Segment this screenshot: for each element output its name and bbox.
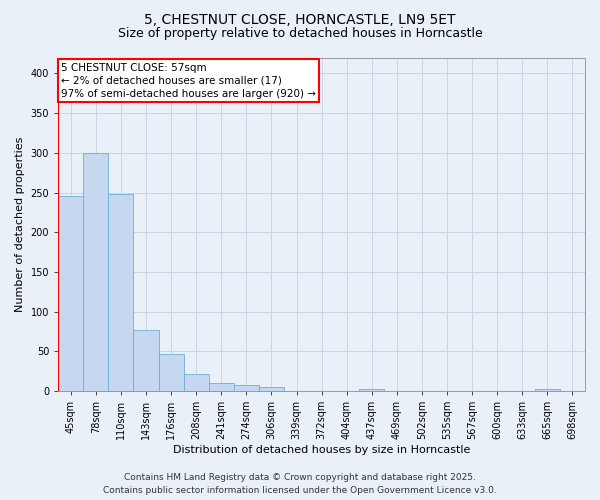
Bar [234,384,259,391]
Bar [535,390,560,391]
Y-axis label: Number of detached properties: Number of detached properties [15,136,25,312]
Bar [83,153,109,391]
Bar [109,194,133,391]
Text: 5 CHESTNUT CLOSE: 57sqm
← 2% of detached houses are smaller (17)
97% of semi-det: 5 CHESTNUT CLOSE: 57sqm ← 2% of detached… [61,62,316,99]
Bar [209,383,234,391]
Text: Contains HM Land Registry data © Crown copyright and database right 2025.
Contai: Contains HM Land Registry data © Crown c… [103,474,497,495]
X-axis label: Distribution of detached houses by size in Horncastle: Distribution of detached houses by size … [173,445,470,455]
Bar [259,387,284,391]
Text: Size of property relative to detached houses in Horncastle: Size of property relative to detached ho… [118,28,482,40]
Bar [184,374,209,391]
Bar [133,330,158,391]
Text: 5, CHESTNUT CLOSE, HORNCASTLE, LN9 5ET: 5, CHESTNUT CLOSE, HORNCASTLE, LN9 5ET [144,12,456,26]
Bar [359,390,385,391]
Bar [158,354,184,391]
Bar [58,196,83,391]
